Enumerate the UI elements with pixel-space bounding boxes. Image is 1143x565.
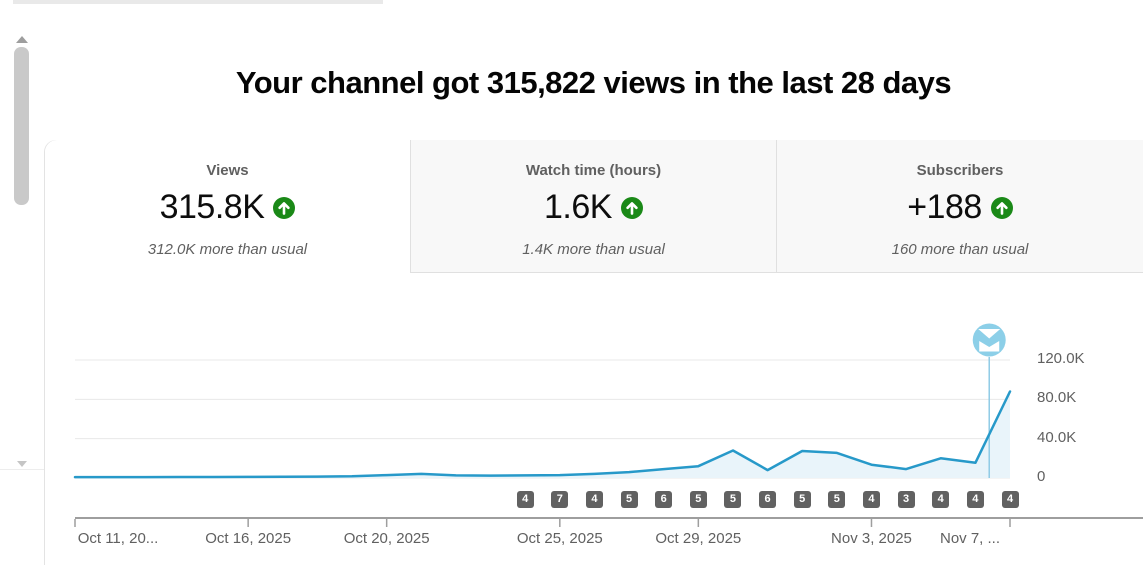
tab-subscribers-label: Subscribers xyxy=(916,162,1004,179)
up-arrow-icon xyxy=(990,196,1013,219)
x-axis-tick-label: Oct 20, 2025 xyxy=(343,530,430,547)
scrollbar-thumb[interactable] xyxy=(14,47,29,205)
video-count-badge[interactable]: 4 xyxy=(1001,491,1019,508)
x-axis-tick-label: Oct 11, 20... xyxy=(77,530,159,547)
x-axis-tick-label: Oct 29, 2025 xyxy=(655,530,742,547)
up-arrow-icon xyxy=(273,196,296,219)
envelope-marker[interactable] xyxy=(972,323,1006,357)
video-count-badge[interactable]: 6 xyxy=(655,491,673,508)
x-axis-tick-label: Oct 16, 2025 xyxy=(205,530,292,547)
tab-watch-time-label: Watch time (hours) xyxy=(525,162,662,179)
envelope-icon xyxy=(979,341,1000,352)
scroll-down-arrow-icon[interactable] xyxy=(17,461,27,467)
video-count-badge[interactable]: 4 xyxy=(862,491,880,508)
views-line[interactable] xyxy=(73,390,1012,479)
x-axis-tick-label: Nov 3, 2025 xyxy=(831,530,912,547)
video-count-badge[interactable]: 6 xyxy=(759,491,777,508)
tab-views-note: 312.0K more than usual xyxy=(147,241,308,258)
views-area-fill xyxy=(75,391,1010,478)
tab-views-label: Views xyxy=(206,162,249,179)
tab-subscribers-value: +188 xyxy=(907,188,982,226)
tab-subscribers[interactable]: Subscribers +188 160 more than usual xyxy=(776,140,1143,273)
video-count-badge[interactable]: 5 xyxy=(620,491,638,508)
video-count-badge[interactable]: 4 xyxy=(585,491,603,508)
video-count-badge[interactable]: 5 xyxy=(689,491,707,508)
y-axis-tick-label: 120.0K xyxy=(1037,350,1085,367)
y-axis-tick-label: 0 xyxy=(1037,468,1046,485)
y-axis-tick-label: 40.0K xyxy=(1037,428,1077,446)
video-count-badge[interactable]: 4 xyxy=(516,491,534,508)
scrollbar-track-divider xyxy=(0,469,44,470)
video-count-badge[interactable]: 5 xyxy=(828,491,846,508)
tab-subscribers-note: 160 more than usual xyxy=(891,241,1029,258)
page-title: Your channel got 315,822 views in the la… xyxy=(235,64,952,100)
tab-views[interactable]: Views 315.8K 312.0K more than usual xyxy=(45,140,410,273)
video-count-badge[interactable]: 4 xyxy=(932,491,950,508)
scroll-up-arrow-icon[interactable] xyxy=(16,36,28,43)
video-count-badge[interactable]: 3 xyxy=(897,491,915,508)
tab-watch-time-value: 1.6K xyxy=(544,188,612,226)
x-axis-tick-label: Nov 7, ... xyxy=(939,530,1001,547)
video-count-badge[interactable]: 7 xyxy=(551,491,569,508)
tab-views-value: 315.8K xyxy=(159,188,265,226)
x-axis-tick-label: Oct 25, 2025 xyxy=(516,530,603,547)
envelope-icon xyxy=(978,329,1001,339)
y-axis-tick-label: 80.0K xyxy=(1037,389,1077,407)
up-arrow-icon xyxy=(620,196,643,219)
video-count-badge[interactable]: 4 xyxy=(966,491,984,508)
video-count-badge[interactable]: 5 xyxy=(724,491,742,508)
tab-watch-time-note: 1.4K more than usual xyxy=(522,241,665,258)
video-count-badge[interactable]: 5 xyxy=(793,491,811,508)
top-divider xyxy=(13,0,383,4)
tab-watch-time[interactable]: Watch time (hours) 1.6K 1.4K more than u… xyxy=(410,140,776,273)
